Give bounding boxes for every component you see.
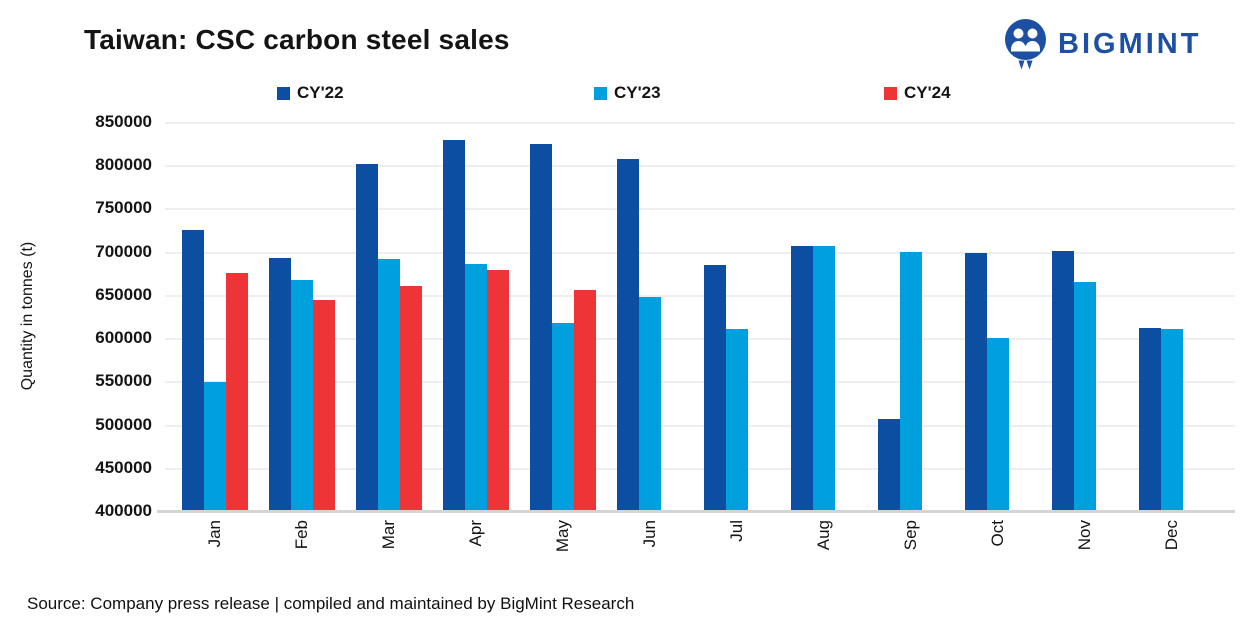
bigmint-logo-text: BIGMINT (1058, 27, 1202, 60)
x-axis-label-text: Jan (205, 520, 224, 548)
y-tick-label: 700000 (95, 242, 152, 261)
x-axis-label-jul: Jul (704, 520, 770, 592)
x-axis-label-text: Nov (1075, 520, 1094, 551)
legend-item-cy22: CY'22 (277, 83, 344, 103)
x-axis-label-dec: Dec (1139, 520, 1205, 592)
bar-cy23-mar (378, 259, 400, 511)
bar-cy22-feb (269, 258, 291, 511)
bigmint-logo-icon (1005, 19, 1046, 70)
x-axis-label-jan: Jan (182, 520, 248, 592)
gridline (165, 208, 1235, 210)
bar-cy23-jun (639, 297, 661, 511)
bigmint-logo: BIGMINT (1002, 18, 1201, 70)
bar-cy23-dec (1161, 329, 1183, 511)
legend-item-cy24: CY'24 (884, 83, 951, 103)
x-axis-label-may: May (530, 520, 596, 592)
bar-cy24-jan (226, 273, 248, 511)
gridline (165, 468, 1235, 470)
x-axis-label-text: Feb (292, 520, 311, 550)
source-note: Source: Company press release | compiled… (27, 594, 635, 613)
bar-cy22-apr (443, 140, 465, 511)
x-axis-label-apr: Apr (443, 520, 509, 592)
y-tick-label: 600000 (95, 328, 152, 347)
y-tick-label: 650000 (95, 285, 152, 304)
x-axis-label-oct: Oct (965, 520, 1031, 592)
gridline (165, 165, 1235, 167)
bar-cy22-may (530, 144, 552, 511)
x-axis-label-text: May (553, 520, 572, 553)
chart-plot (165, 122, 1235, 511)
x-axis-line (157, 510, 1235, 513)
x-axis-label-text: Dec (1162, 520, 1181, 551)
bar-cy23-feb (291, 280, 313, 511)
bar-cy23-jan (204, 382, 226, 511)
bar-cy22-nov (1052, 251, 1074, 511)
gridline (165, 381, 1235, 383)
gridline (165, 122, 1235, 124)
y-tick-label: 400000 (95, 501, 152, 520)
bar-cy22-jul (704, 265, 726, 511)
bar-cy23-nov (1074, 282, 1096, 511)
legend-label: CY'24 (904, 83, 951, 102)
x-axis-label-text: Aug (814, 520, 833, 551)
bar-cy24-mar (400, 286, 422, 511)
x-axis-label-nov: Nov (1052, 520, 1118, 592)
bar-cy22-mar (356, 164, 378, 511)
y-tick-label: 850000 (95, 112, 152, 131)
bar-cy24-apr (487, 270, 509, 511)
x-axis-label-text: Jun (640, 520, 659, 548)
gridline (165, 252, 1235, 254)
legend-swatch-icon (277, 86, 290, 100)
y-tick-label: 450000 (95, 458, 152, 477)
x-axis-label-text: Oct (988, 520, 1007, 547)
x-axis-label-text: Mar (379, 520, 398, 550)
bar-cy22-aug (791, 246, 813, 511)
y-tick-label: 800000 (95, 155, 152, 174)
bar-cy24-may (574, 290, 596, 511)
bar-cy22-dec (1139, 328, 1161, 511)
gridline (165, 425, 1235, 427)
bar-cy23-oct (987, 338, 1009, 511)
bar-cy23-aug (813, 246, 835, 511)
legend-swatch-icon (594, 86, 607, 100)
bar-cy23-jul (726, 329, 748, 511)
y-axis-title: Quantity in tonnes (t) (19, 241, 36, 391)
legend-swatch-icon (884, 86, 897, 100)
bar-cy22-jun (617, 159, 639, 511)
y-tick-label: 550000 (95, 371, 152, 390)
x-axis-label-sep: Sep (878, 520, 944, 592)
x-axis-label-text: Sep (901, 520, 920, 551)
y-tick-label: 500000 (95, 415, 152, 434)
legend-item-cy23: CY'23 (594, 83, 661, 103)
bar-cy24-feb (313, 300, 335, 511)
bar-cy22-sep (878, 419, 900, 511)
legend-label: CY'23 (614, 83, 661, 102)
bar-cy22-oct (965, 253, 987, 511)
bar-cy23-may (552, 323, 574, 511)
gridline (165, 295, 1235, 297)
bar-cy23-sep (900, 252, 922, 511)
x-axis-label-feb: Feb (269, 520, 335, 592)
x-axis-label-mar: Mar (356, 520, 422, 592)
x-axis-label-jun: Jun (617, 520, 683, 592)
x-axis-label-aug: Aug (791, 520, 857, 592)
bar-cy23-apr (465, 264, 487, 511)
legend-label: CY'22 (297, 83, 344, 102)
bar-cy22-jan (182, 230, 204, 511)
y-tick-label: 750000 (95, 198, 152, 217)
page-title: Taiwan: CSC carbon steel sales (84, 24, 510, 55)
x-axis-label-text: Apr (466, 520, 485, 547)
gridline (165, 338, 1235, 340)
x-axis-label-text: Jul (727, 520, 746, 542)
